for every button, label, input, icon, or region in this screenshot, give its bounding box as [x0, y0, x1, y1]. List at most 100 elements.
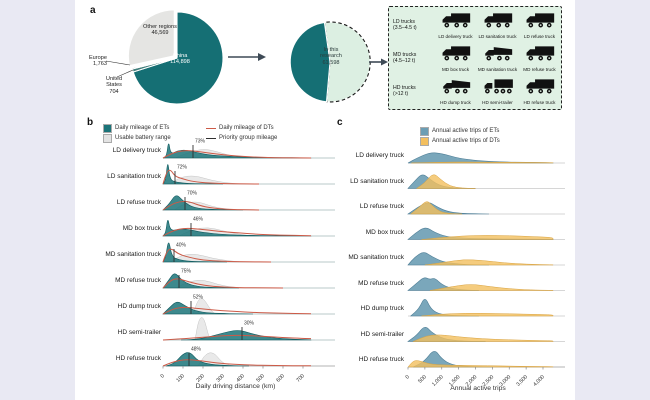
global-fleet-pie-chart — [127, 9, 224, 105]
ld-refuse-truck-icon — [526, 13, 554, 28]
truck-group-weight-range: (4.5–12 t) — [393, 58, 416, 65]
truck-caption: LD refuse truck — [523, 34, 556, 39]
truck-legend-cell: MD box truck — [435, 45, 476, 72]
legend-label: Annual active trips of ETs — [432, 128, 500, 134]
truck-silhouette — [484, 13, 512, 23]
truck-group-label: HD trucks (>12 t) — [393, 85, 433, 97]
md-sanitation-truck-icon — [484, 47, 512, 61]
priority-share-pct: 72% — [177, 165, 188, 171]
et-distribution-area — [162, 195, 244, 211]
truck-silhouette — [526, 13, 554, 23]
truck-wheel-hub — [463, 90, 466, 92]
truck-wheel-hub — [505, 57, 508, 59]
dt-distribution-area — [429, 284, 554, 291]
dt-distribution-area — [407, 360, 554, 368]
pie-slice-label-in-this-research: In this research 61,598 — [320, 47, 342, 66]
daily-mileage-ridgeline-plot: 73% 72% 70% 46% 40% 75% 52% 30% 48% 0 100 200 300 400… — [160, 139, 335, 384]
truck-type-legend-box: LD trucks (3.5–4.5 t) LD delivery truck LD … — [388, 6, 562, 110]
truck-wheel-hub — [498, 57, 500, 59]
dt-distribution-line — [162, 306, 312, 315]
pie-slice-label-united-states: United States 704 — [105, 76, 123, 95]
truck-group-name: LD trucks — [393, 19, 415, 25]
dt-distribution-line — [162, 200, 260, 211]
truck-legend-cell: LD sanitation truck — [477, 12, 518, 39]
truck-wheel-hub — [463, 24, 466, 26]
truck-legend-cell: MD sanitation truck — [477, 45, 518, 72]
row-label-ld-delivery-truck: LD delivery truck — [112, 147, 161, 154]
truck-caption: HD semi-trailer — [482, 100, 513, 105]
et-distribution-area — [162, 301, 254, 315]
row-label-md-refuse-truck: MD refuse truck — [115, 277, 161, 284]
truck-legend-cell: HD dump truck — [435, 78, 476, 105]
row-label-ld-refuse-truck: LD refuse truck — [116, 199, 161, 206]
truck-group-name: HD trucks — [393, 85, 416, 91]
row-label-hd-refuse-truck: HD refuse truck — [115, 355, 161, 362]
hd-dump-truck-icon — [442, 80, 470, 94]
row-label-md-refuse-truck: MD refuse truck — [358, 279, 404, 287]
figure-canvas: a Other regions 46,569 China 114,898 Eur… — [75, 0, 575, 400]
truck-wheel-hub — [497, 24, 500, 26]
truck-wheel-hub — [529, 24, 532, 26]
dt-distribution-area — [421, 235, 554, 240]
hd-refuse-truck-icon — [526, 79, 554, 94]
priority-share-pct: 46% — [193, 217, 204, 223]
panel-a-label: a — [90, 5, 96, 16]
dt-distribution-area — [411, 161, 554, 164]
truck-wheel-hub — [445, 57, 448, 59]
priority-share-pct: 52% — [193, 295, 204, 301]
truck-wheel-hub — [539, 90, 542, 92]
et-trips-swatch — [420, 126, 429, 136]
pie-slice-china — [132, 11, 224, 105]
truck-wheel-hub — [445, 90, 448, 92]
truck-group-label: LD trucks (3.5–4.5 t) — [393, 19, 433, 31]
x-axis-tick-label: 700 — [295, 373, 306, 384]
truck-silhouette — [442, 46, 470, 56]
hd-semi-trailer-icon — [484, 79, 513, 94]
et-distribution-area — [407, 152, 554, 164]
x-axis-tick-label: 0 — [160, 373, 166, 379]
x-axis-tick-label: 0 — [405, 374, 411, 380]
x-axis-tick-label: 300 — [215, 373, 226, 384]
dt-mileage-line-swatch — [206, 127, 216, 129]
truck-silhouette — [442, 13, 470, 23]
truck-silhouette — [526, 79, 554, 89]
row-label-hd-semi-trailer: HD semi-trailer — [117, 329, 161, 336]
truck-wheel-hub — [501, 90, 504, 92]
priority-share-pct: 70% — [187, 191, 198, 197]
truck-group-label: MD trucks (4.5–12 t) — [393, 52, 433, 64]
truck-caption: LD delivery truck — [438, 34, 473, 39]
truck-group-name: MD trucks — [393, 52, 417, 58]
row-label-hd-dump-truck: HD dump truck — [117, 303, 161, 310]
row-label-md-sanitation-truck: MD sanitation truck — [105, 251, 161, 258]
dt-trips-swatch — [420, 136, 429, 146]
pie-slice-remainder — [289, 21, 331, 103]
truck-legend-cell: LD refuse truck — [519, 12, 560, 39]
truck-wheel-hub — [487, 57, 490, 59]
truck-wheel-hub — [505, 24, 508, 26]
truck-legend-cell: LD delivery truck — [435, 12, 476, 39]
dt-distribution-line — [162, 334, 312, 341]
truck-wheel-hub — [507, 90, 510, 92]
et-mileage-swatch — [103, 123, 112, 133]
et-distribution-area — [165, 352, 250, 367]
et-distribution-area — [162, 220, 312, 237]
truck-wheel-hub — [487, 24, 490, 26]
truck-group-weight-range: (3.5–4.5 t) — [393, 25, 417, 32]
dt-distribution-line — [162, 278, 284, 289]
x-axis-tick-label: 600 — [275, 373, 286, 384]
truck-group-weight-range: (>12 t) — [393, 91, 409, 98]
priority-share-pct: 73% — [195, 139, 206, 145]
ld-sanitation-truck-icon — [484, 13, 512, 28]
truck-wheel-hub — [547, 90, 550, 92]
row-label-hd-dump-truck: HD dump truck — [360, 305, 404, 312]
panel-b-x-axis-label: Daily driving distance (km) — [195, 383, 276, 390]
truck-group-row: MD trucks (4.5–12 t) MD box truck MD sanita… — [393, 45, 557, 76]
priority-share-pct: 30% — [244, 321, 255, 327]
priority-mileage-line-swatch — [206, 137, 216, 139]
truck-wheel-hub — [455, 57, 458, 59]
x-axis-tick-label: 400 — [235, 373, 246, 384]
panel-b-label: b — [87, 117, 94, 128]
battery-range-swatch — [103, 133, 112, 143]
row-label-ld-sanitation-truck: LD sanitation truck — [107, 173, 161, 180]
